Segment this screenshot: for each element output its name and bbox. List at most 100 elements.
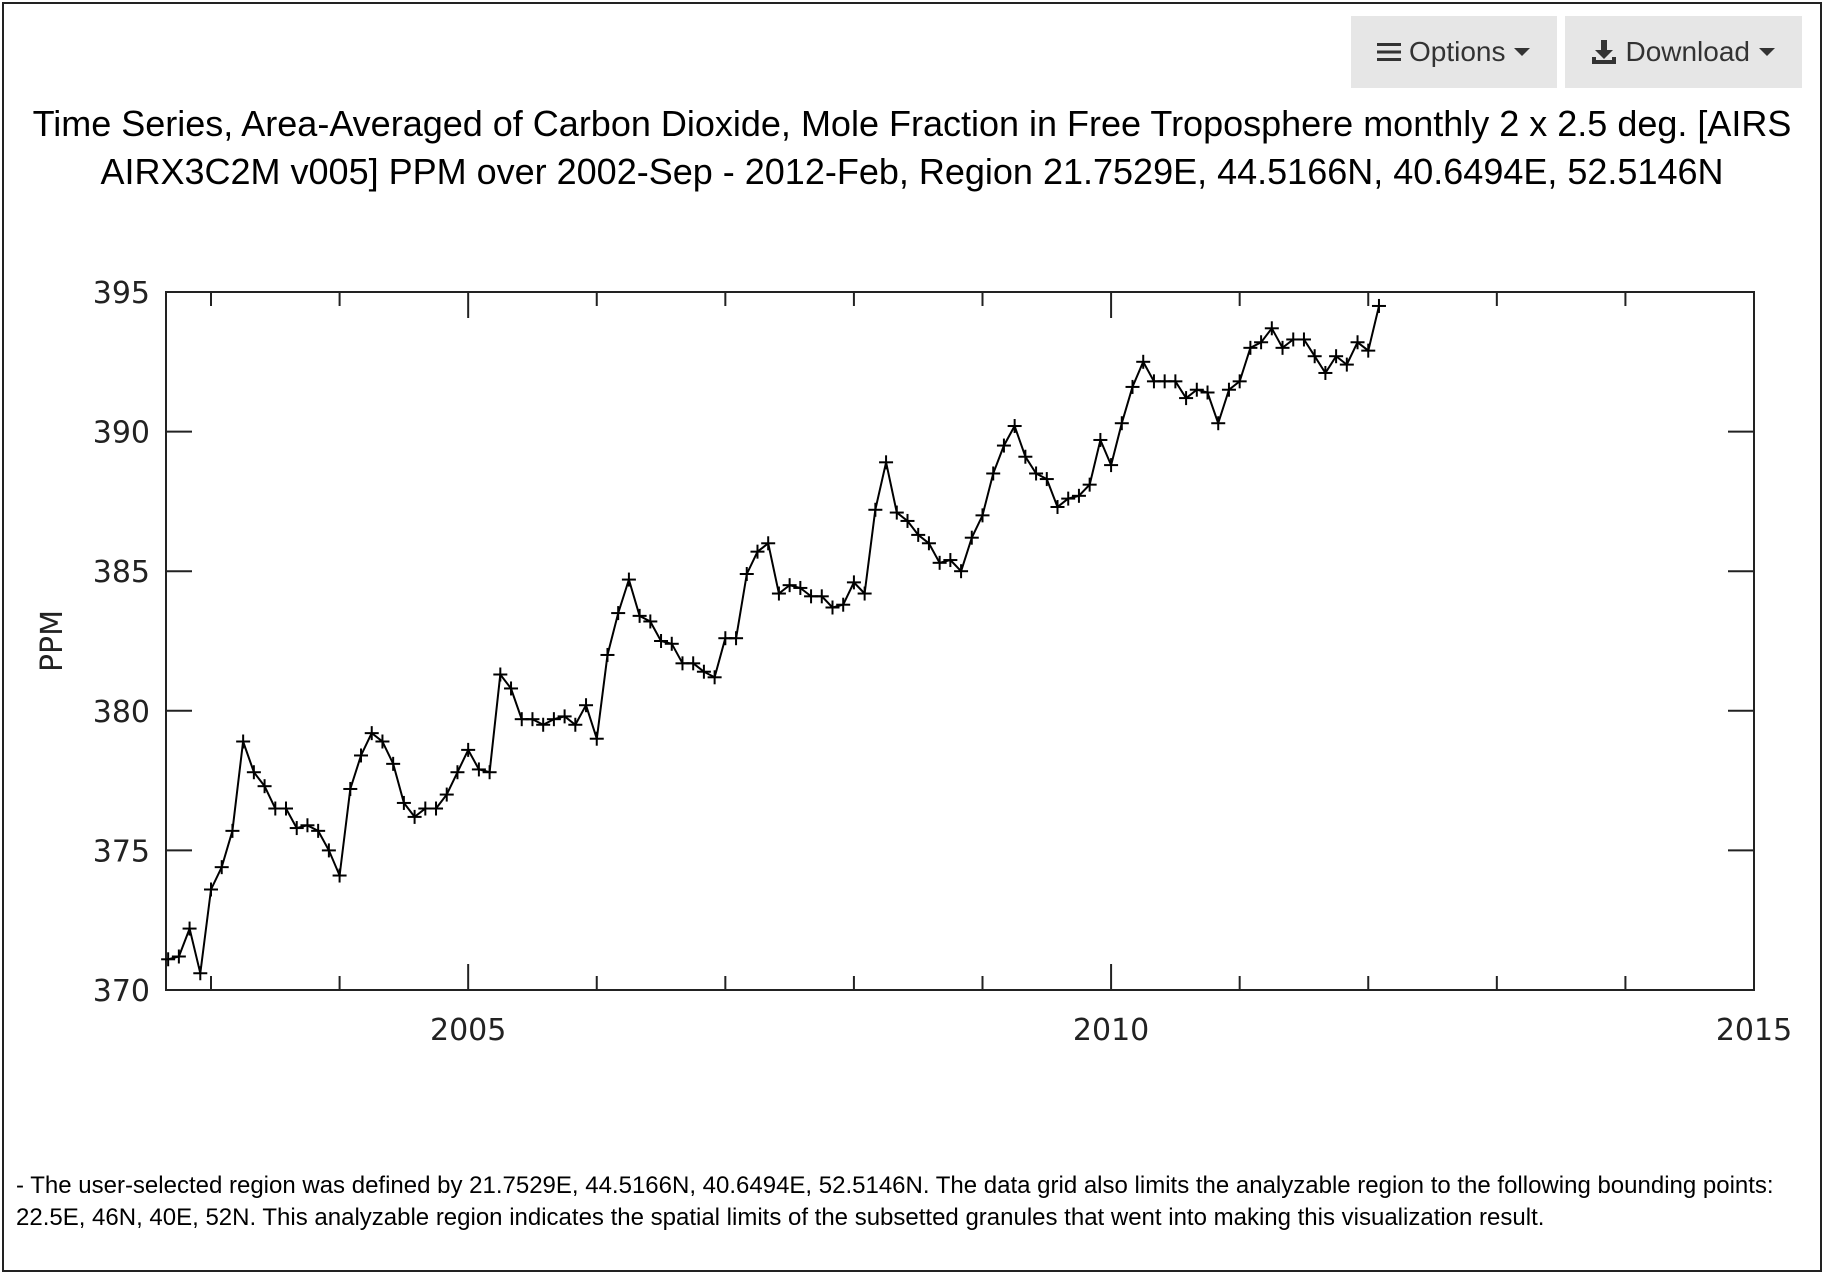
data-point: [1329, 349, 1344, 364]
y-axis-label: PPM: [35, 610, 70, 672]
y-tick-label: 370: [93, 974, 150, 1009]
data-point: [932, 555, 947, 570]
data-point: [525, 712, 540, 727]
data-point: [182, 921, 197, 936]
options-button[interactable]: Options: [1350, 16, 1558, 88]
data-point: [1093, 432, 1108, 447]
data-point: [289, 821, 304, 836]
data-point: [793, 580, 808, 595]
data-point: [1125, 379, 1140, 394]
data-point: [825, 600, 840, 615]
data-point: [579, 698, 594, 713]
data-point: [996, 438, 1011, 453]
data-point: [193, 966, 208, 981]
data-point: [354, 748, 369, 763]
chart-title: Time Series, Area-Averaged of Carbon Dio…: [32, 103, 1792, 192]
data-point: [868, 502, 883, 517]
data-point: [1168, 374, 1183, 389]
data-point: [311, 823, 326, 838]
data-point: [171, 949, 186, 964]
data-point: [461, 742, 476, 757]
series-line: [167, 305, 1380, 974]
data-point: [1061, 491, 1076, 506]
data-point: [1136, 354, 1151, 369]
data-point: [257, 779, 272, 794]
data-point: [396, 795, 411, 810]
data-point: [568, 717, 583, 732]
data-point: [1232, 374, 1247, 389]
data-point: [343, 781, 358, 796]
data-point: [450, 765, 465, 780]
download-button[interactable]: Download: [1565, 16, 1802, 88]
download-label: Download: [1625, 36, 1750, 67]
menu-icon: [1376, 41, 1401, 63]
data-point: [761, 536, 776, 551]
y-tick-label: 395: [93, 276, 150, 311]
toolbar: Options Download: [1350, 16, 1802, 88]
data-point: [1007, 419, 1022, 434]
data-point: [1361, 343, 1376, 358]
x-tick-label: 2010: [1073, 1013, 1149, 1048]
y-tick-label: 380: [93, 695, 150, 730]
data-point: [429, 801, 444, 816]
data-point: [1082, 477, 1097, 492]
data-point: [557, 709, 572, 724]
data-point: [707, 670, 722, 685]
data-point: [696, 664, 711, 679]
data-point: [846, 575, 861, 590]
data-point: [1350, 335, 1365, 350]
data-point: [664, 636, 679, 651]
region-note: - The user-selected region was defined b…: [16, 1172, 1774, 1231]
data-point: [739, 566, 754, 581]
data-point: [386, 756, 401, 771]
data-point: [1211, 416, 1226, 431]
data-point: [975, 508, 990, 523]
data-point: [364, 726, 379, 741]
data-point: [471, 762, 486, 777]
x-tick-label: 2005: [430, 1013, 506, 1048]
plot-frame: [165, 291, 1755, 991]
data-point: [771, 586, 786, 601]
data-point: [300, 818, 315, 833]
data-point: [921, 536, 936, 551]
data-point: [493, 667, 508, 682]
data-point: [375, 734, 390, 749]
data-point: [986, 466, 1001, 481]
data-point: [1029, 466, 1044, 481]
data-point: [1200, 385, 1215, 400]
data-point: [236, 734, 251, 749]
data-point: [943, 553, 958, 568]
y-tick-label: 375: [93, 834, 150, 869]
data-point: [321, 843, 336, 858]
data-point: [1179, 391, 1194, 406]
data-point: [1275, 340, 1290, 355]
data-point: [954, 564, 969, 579]
data-point: [1104, 458, 1119, 473]
data-point: [279, 801, 294, 816]
data-point: [536, 717, 551, 732]
data-point: [1307, 349, 1322, 364]
data-point: [225, 823, 240, 838]
data-point: [332, 868, 347, 883]
data-point: [643, 614, 658, 629]
time-series-chart: 370 375 380 385 390 395 2005 2010 2015 PPM: [35, 276, 1792, 1048]
data-point: [1039, 472, 1054, 487]
data-point: [654, 634, 669, 648]
caret-down-icon: [1513, 46, 1531, 58]
data-point: [836, 597, 851, 612]
data-point: [611, 606, 626, 621]
tick-layer: 370 375 380 385 390 395 2005 2010 2015: [93, 276, 1792, 1048]
data-point: [1189, 382, 1204, 397]
data-point: [1371, 298, 1386, 313]
options-label: Options: [1408, 36, 1506, 67]
data-point: [161, 952, 176, 967]
data-point: [632, 608, 647, 623]
x-tick-label: 2015: [1716, 1013, 1792, 1048]
data-point: [879, 455, 894, 470]
y-tick-label: 385: [93, 555, 150, 590]
data-point: [1018, 449, 1033, 464]
y-tick-label: 390: [93, 416, 150, 451]
data-point: [1318, 365, 1333, 380]
download-icon: [1591, 39, 1617, 65]
